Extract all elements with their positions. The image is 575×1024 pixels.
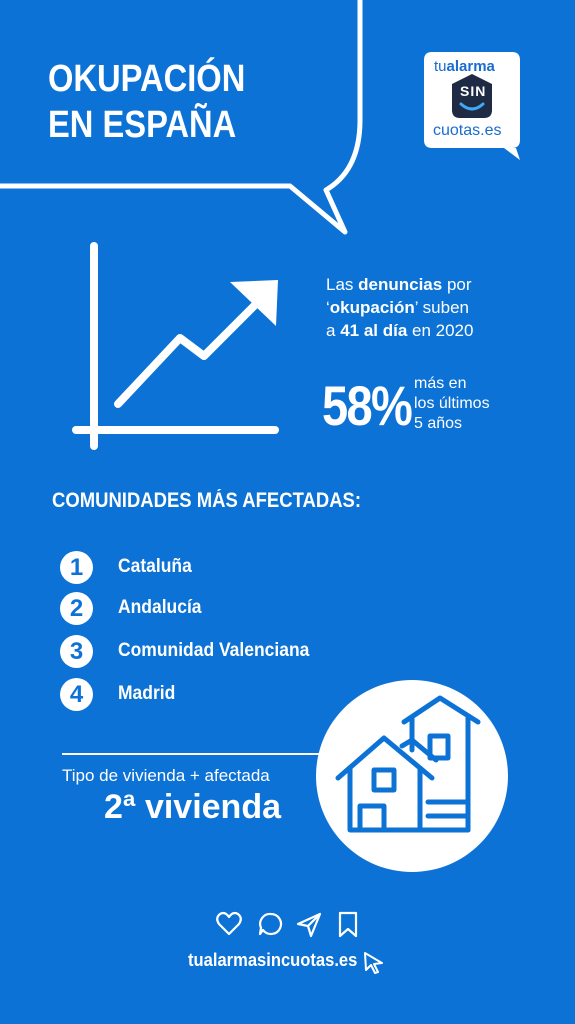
speech-bubble-outline bbox=[0, 0, 363, 235]
send-icon bbox=[296, 912, 322, 938]
heart-icon bbox=[216, 911, 242, 936]
page-title: OKUPACIÓN EN ESPAÑA bbox=[48, 56, 245, 148]
community-label: Madrid bbox=[118, 683, 176, 704]
rank-badge: 4 bbox=[60, 678, 93, 711]
website-link[interactable]: tualarmasincuotas.es bbox=[188, 950, 358, 970]
social-icons bbox=[216, 911, 358, 938]
title-line-1: OKUPACIÓN bbox=[48, 58, 246, 100]
community-label: Comunidad Valenciana bbox=[118, 640, 310, 661]
brand-logo: tualarma SIN cuotas.es bbox=[424, 52, 520, 162]
rank-badge: 3 bbox=[60, 635, 93, 668]
rank-badge: 2 bbox=[60, 592, 93, 625]
percentage-note: más en los últimos 5 años bbox=[414, 375, 490, 432]
community-label: Cataluña bbox=[118, 556, 192, 577]
cursor-icon bbox=[364, 952, 383, 974]
denuncias-stat: Las denuncias por ‘okupación’ suben a 41… bbox=[326, 275, 474, 340]
title-line-2: EN ESPAÑA bbox=[48, 104, 237, 146]
community-label: Andalucía bbox=[118, 597, 202, 618]
houses-icon bbox=[335, 695, 481, 833]
logo-text-top: tualarma bbox=[434, 58, 495, 75]
growth-chart-icon bbox=[72, 242, 279, 450]
logo-text-bottom: cuotas.es bbox=[433, 122, 502, 139]
housing-type-label: Tipo de vivienda + afectada bbox=[62, 766, 270, 785]
comment-icon bbox=[258, 912, 283, 936]
rank-badge: 1 bbox=[60, 551, 93, 584]
big-percentage: 58% bbox=[322, 374, 413, 437]
logo-text-sin: SIN bbox=[460, 83, 487, 99]
communities-heading: COMUNIDADES MÁS AFECTADAS: bbox=[52, 489, 362, 512]
bookmark-icon bbox=[338, 911, 358, 938]
housing-type-value: 2ª vivienda bbox=[104, 788, 282, 826]
divider bbox=[62, 753, 320, 755]
house-illustration bbox=[316, 680, 508, 872]
